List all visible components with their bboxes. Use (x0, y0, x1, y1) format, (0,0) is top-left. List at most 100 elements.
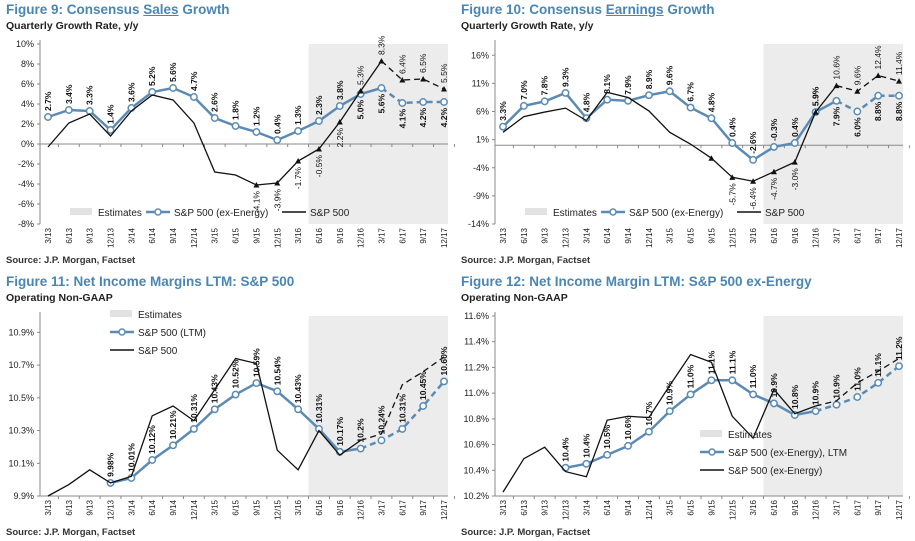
data-label: 10.6% (623, 415, 633, 440)
data-label: 6.4% (397, 54, 407, 74)
y-tick-label: 10.7% (8, 360, 34, 370)
x-tick-label: 12/16 (812, 499, 821, 520)
legend-estimates-swatch (110, 310, 132, 317)
x-tick-label: 12/17 (440, 227, 449, 248)
data-label: 10.31% (189, 394, 199, 423)
estimates-shading (308, 44, 448, 224)
figure-9-chart: -8% -6% -4% -2% 0% 2% 4% 6% 8% 10% 3/13 6/13 9/13 12/… (16, 35, 455, 248)
data-point (252, 379, 261, 388)
data-label: 7.8% (540, 76, 550, 96)
data-point (874, 91, 883, 100)
x-tick-label: 6/16 (770, 227, 779, 243)
data-point (832, 96, 841, 105)
x-tick-label: 3/15 (666, 227, 675, 243)
x-tick-label: 6/15 (687, 499, 696, 515)
y-tick-label: 1% (476, 135, 489, 145)
data-label: -6.4% (748, 187, 758, 210)
data-label: 8.9% (644, 69, 654, 89)
data-point-marker (812, 109, 819, 115)
data-label: 10.60% (439, 346, 449, 375)
data-point (644, 91, 653, 100)
data-point-marker (896, 78, 902, 84)
figure-11-panel: Figure 11: Net Income Margins LTM: S&P 5… (0, 272, 455, 540)
data-label: 5.9% (811, 86, 821, 106)
data-label: 4.7% (189, 71, 199, 91)
series-0-estimate-line (380, 86, 444, 105)
data-label: 11.0% (748, 364, 758, 388)
x-tick-label: 9/16 (336, 499, 345, 515)
data-point (294, 127, 303, 135)
legend-blue-marker (609, 208, 617, 216)
data-label: 3.6% (126, 82, 136, 102)
data-label: 5.9% (811, 86, 821, 106)
data-label: 10.31% (397, 394, 407, 423)
x-tick-label: 3/17 (832, 499, 841, 515)
x-tick-label: 6/13 (65, 499, 74, 515)
data-point (686, 103, 695, 112)
legend-estimates-swatch (525, 208, 547, 215)
y-tick-label: 0% (21, 139, 34, 149)
data-label: 2.3% (314, 95, 324, 115)
legend-label: S&P 500 (ex-Energy) (629, 208, 723, 219)
figure-9-title: Figure 9: Consensus Sales Growth (6, 2, 230, 17)
data-label: 10.01% (126, 443, 136, 472)
data-point (561, 463, 570, 472)
x-tick-label: 9/15 (707, 227, 716, 243)
figure-11-source: Source: J.P. Morgan, Factset (6, 527, 136, 538)
data-label: 0.4% (790, 117, 800, 137)
series-0-estimate-line (360, 380, 445, 450)
data-point (419, 402, 428, 410)
data-label: 10.9% (665, 381, 675, 406)
data-point (273, 136, 282, 144)
data-point (769, 142, 778, 151)
data-point (398, 424, 407, 433)
x-tick-label: 9/16 (336, 227, 345, 243)
data-label: 5.2% (147, 66, 157, 86)
y-tick-label: 10% (16, 39, 34, 49)
data-label: 10.12% (147, 425, 157, 454)
y-tick-label: 6% (21, 79, 34, 89)
x-tick-label: 6/17 (398, 499, 407, 515)
x-tick-label: 9/13 (86, 227, 95, 243)
y-tick-label: 16% (471, 50, 489, 60)
data-label: 0.4% (727, 117, 737, 137)
data-label: -3.0% (790, 168, 800, 191)
data-point-marker (253, 182, 260, 188)
x-tick-label: 3/13 (44, 499, 53, 515)
data-label: 8.8% (894, 101, 904, 121)
data-label: 5.6% (168, 62, 178, 82)
y-tick-label: 10.3% (8, 426, 34, 436)
data-label: 9.98% (106, 452, 116, 477)
data-point (603, 450, 612, 459)
y-tick-label: -6% (18, 199, 34, 209)
data-point (231, 122, 240, 130)
y-tick-label: 10.4% (463, 465, 489, 475)
data-point (499, 122, 507, 131)
estimates-shading (763, 44, 903, 224)
legend-label: Estimates (728, 430, 772, 441)
figure-12-panel: Figure 12: Net Income Margin LTM: S&P 50… (455, 272, 910, 540)
x-tick-label: 12/13 (107, 227, 116, 248)
data-label: 10.43% (293, 374, 303, 403)
data-point (665, 407, 674, 416)
data-label: 10.7% (644, 401, 654, 426)
y-tick-label: -4% (18, 179, 34, 189)
data-label: 10.2% (356, 418, 366, 443)
x-tick-label: 12/15 (728, 499, 737, 520)
data-point (707, 114, 716, 123)
data-point (707, 376, 716, 385)
x-tick-label: 6/17 (398, 227, 407, 243)
data-point (728, 376, 737, 385)
data-label: 7.9% (831, 106, 841, 126)
data-label: 9.6% (852, 65, 862, 85)
x-tick-label: 6/17 (853, 227, 862, 243)
data-point (377, 436, 386, 445)
data-label: 11.0% (686, 364, 696, 388)
data-label: 10.8% (790, 384, 800, 409)
data-label: 12.4% (873, 45, 883, 70)
x-tick-label: 3/17 (377, 499, 386, 515)
data-point (252, 128, 261, 136)
data-point (811, 407, 820, 416)
figure-11-chart: 9.9% 10.1% 10.3% 10.5% 10.7% 10.9% 3/13 6/13 9/1… (8, 310, 455, 520)
data-point-marker (399, 77, 406, 83)
